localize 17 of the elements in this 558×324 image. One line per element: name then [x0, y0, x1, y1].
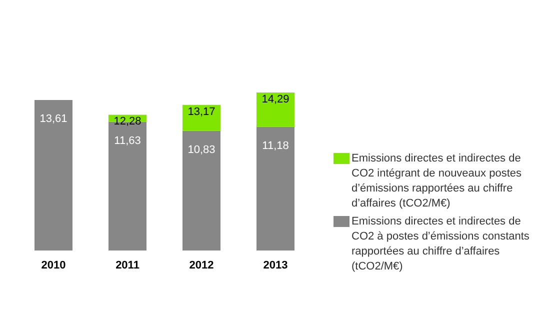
total-label: 13,17 — [188, 106, 216, 118]
legend-label: Emissions directes et indirectes de CO2 à postes d’émissions constants rapportées au chiffre d’affaires (tCO2/M€) — [352, 216, 530, 272]
bar — [256, 92, 294, 127]
bar — [182, 130, 220, 250]
data-label: 13,61 — [40, 113, 68, 126]
data-label: 11,63 — [114, 134, 141, 147]
bar — [182, 104, 220, 131]
data-label: 11,18 — [262, 140, 289, 152]
bar — [34, 100, 72, 250]
legend-label: Emissions directes et indirectes de CO2 intégrant de nouveaux postes d’émissions rapportées au chiffre d’affaires (tCO2/M€) — [352, 152, 522, 210]
x-tick-label: 2012 — [189, 260, 214, 272]
data-label: 10,83 — [188, 144, 216, 156]
x-tick-label: 2010 — [41, 260, 66, 272]
x-tick-label: 2011 — [116, 260, 140, 272]
bar — [256, 126, 294, 250]
total-label: 14,29 — [262, 94, 290, 106]
x-tick-label: 2013 — [263, 260, 288, 272]
